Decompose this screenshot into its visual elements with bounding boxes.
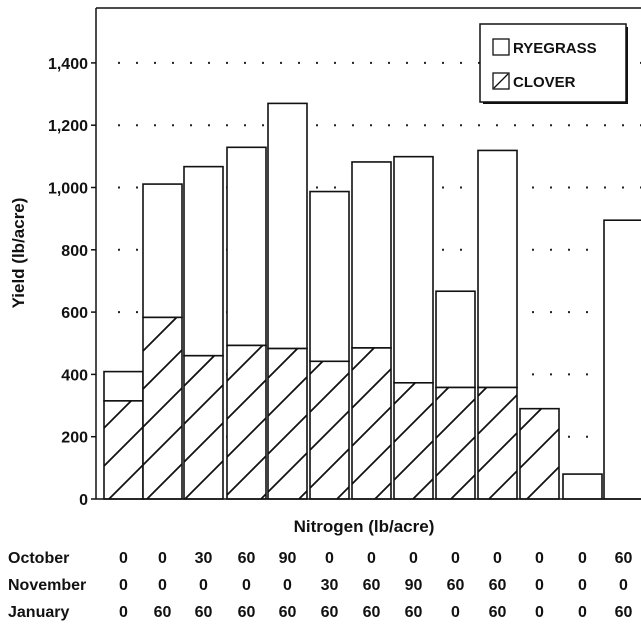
table-cell: 0 <box>119 577 128 594</box>
table-cell: 0 <box>158 550 167 567</box>
bar-clover-hatch-4 <box>227 345 266 500</box>
y-tick-label-1200: 1,200 <box>48 118 88 135</box>
hatch-line <box>227 378 266 421</box>
hatch-line <box>184 355 216 388</box>
bar-clover-fill-7 <box>352 347 391 499</box>
table-cell: 60 <box>615 604 633 621</box>
bar-ryegrass-9 <box>435 290 476 389</box>
bar-ryegrass-7 <box>351 161 392 349</box>
bar-clover-fill-3 <box>184 355 223 499</box>
table-cell: 30 <box>195 550 213 567</box>
table-cell: 60 <box>238 604 256 621</box>
y-tick-label-800: 800 <box>61 243 88 260</box>
bar-clover-hatch-3 <box>184 355 223 499</box>
x-axis-title: Nitrogen (lb/acre) <box>294 517 435 536</box>
table-cell: 0 <box>199 577 208 594</box>
y-tick-label-600: 600 <box>61 305 88 322</box>
bar-ryegrass-8 <box>393 155 434 384</box>
legend: RYEGRASS CLOVER <box>479 23 628 104</box>
table-cell: 0 <box>367 550 376 567</box>
table-cell: 60 <box>447 577 465 594</box>
y-tick-label-400: 400 <box>61 367 88 384</box>
table-cell: 0 <box>119 604 128 621</box>
table-cell: 0 <box>451 550 460 567</box>
table-cell: 0 <box>283 577 292 594</box>
bars <box>103 102 641 500</box>
nitrogen-application-table: October 0 0 30 60 90 0 0 0 0 0 0 0 60 November 0 0 0 0 0 30 6… <box>8 550 633 621</box>
table-row-label-january: January <box>8 604 69 621</box>
table-cell: 0 <box>325 550 334 567</box>
table-cell: 0 <box>451 604 460 621</box>
table-cell: 0 <box>535 577 544 594</box>
table-cell: 0 <box>578 604 587 621</box>
table-cell: 60 <box>154 604 172 621</box>
table-cell: 0 <box>535 604 544 621</box>
table-cell: 0 <box>119 550 128 567</box>
hatch-line <box>310 371 349 414</box>
table-cell: 0 <box>578 550 587 567</box>
bar-ryegrass-6 <box>309 190 350 363</box>
y-tick-label-1400: 1,400 <box>48 56 88 73</box>
table-row-label-october: October <box>8 550 69 567</box>
bar-ryegrass-13 <box>603 219 641 500</box>
bar-clover-fill-4 <box>227 345 266 499</box>
legend-swatch-clover-hatch <box>493 73 509 89</box>
hatch-line <box>268 375 307 418</box>
legend-label-clover: CLOVER <box>513 74 576 91</box>
table-cell: 90 <box>405 577 423 594</box>
table-cell: 60 <box>321 604 339 621</box>
table-cell: 0 <box>242 577 251 594</box>
bar-ryegrass-4 <box>226 146 267 347</box>
table-cell: 60 <box>279 604 297 621</box>
table-cell: 0 <box>619 577 628 594</box>
table-cell: 60 <box>195 604 213 621</box>
table-cell: 0 <box>578 577 587 594</box>
bar-clover-fill-5 <box>268 348 307 499</box>
table-cell: 60 <box>615 550 633 567</box>
bar-clover-hatch-7 <box>352 347 391 499</box>
bar-clover-hatch-2 <box>143 317 182 500</box>
table-row-label-november: November <box>8 577 86 594</box>
y-tick-labels: 0 200 400 600 800 1,000 1,200 1,400 <box>48 56 96 509</box>
table-cell: 0 <box>158 577 167 594</box>
legend-label-ryegrass: RYEGRASS <box>513 40 597 57</box>
bar-ryegrass-5 <box>267 102 308 350</box>
bar-clover-hatch-6 <box>310 361 349 499</box>
table-cell: 60 <box>363 604 381 621</box>
table-cell: 60 <box>363 577 381 594</box>
table-cell: 0 <box>535 550 544 567</box>
bar-clover-fill-10 <box>478 387 517 499</box>
table-cell: 60 <box>405 604 423 621</box>
legend-swatch-ryegrass <box>492 38 510 56</box>
bar-clover-fill-8 <box>394 382 433 499</box>
bar-ryegrass-10 <box>477 149 518 389</box>
y-tick-label-1000: 1,000 <box>48 181 88 198</box>
table-cell: 60 <box>489 577 507 594</box>
bar-ryegrass-1 <box>103 370 144 402</box>
y-tick-label-200: 200 <box>61 430 88 447</box>
table-cell: 30 <box>321 577 339 594</box>
table-cell: 0 <box>409 550 418 567</box>
bar-clover-hatch-5 <box>268 348 307 499</box>
bar-ryegrass-3 <box>183 165 224 357</box>
table-cell: 0 <box>493 550 502 567</box>
y-tick-label-0: 0 <box>79 492 88 509</box>
table-cell: 90 <box>279 550 297 567</box>
bar-ryegrass-2 <box>142 183 183 319</box>
bar-clover-fill-1 <box>104 400 143 499</box>
bar-ryegrass-12 <box>562 473 603 500</box>
y-axis-title: Yield (lb/acre) <box>9 198 28 309</box>
table-cell: 60 <box>238 550 256 567</box>
table-cell: 60 <box>489 604 507 621</box>
hatch-line <box>352 367 391 410</box>
hatch-line <box>143 348 182 391</box>
